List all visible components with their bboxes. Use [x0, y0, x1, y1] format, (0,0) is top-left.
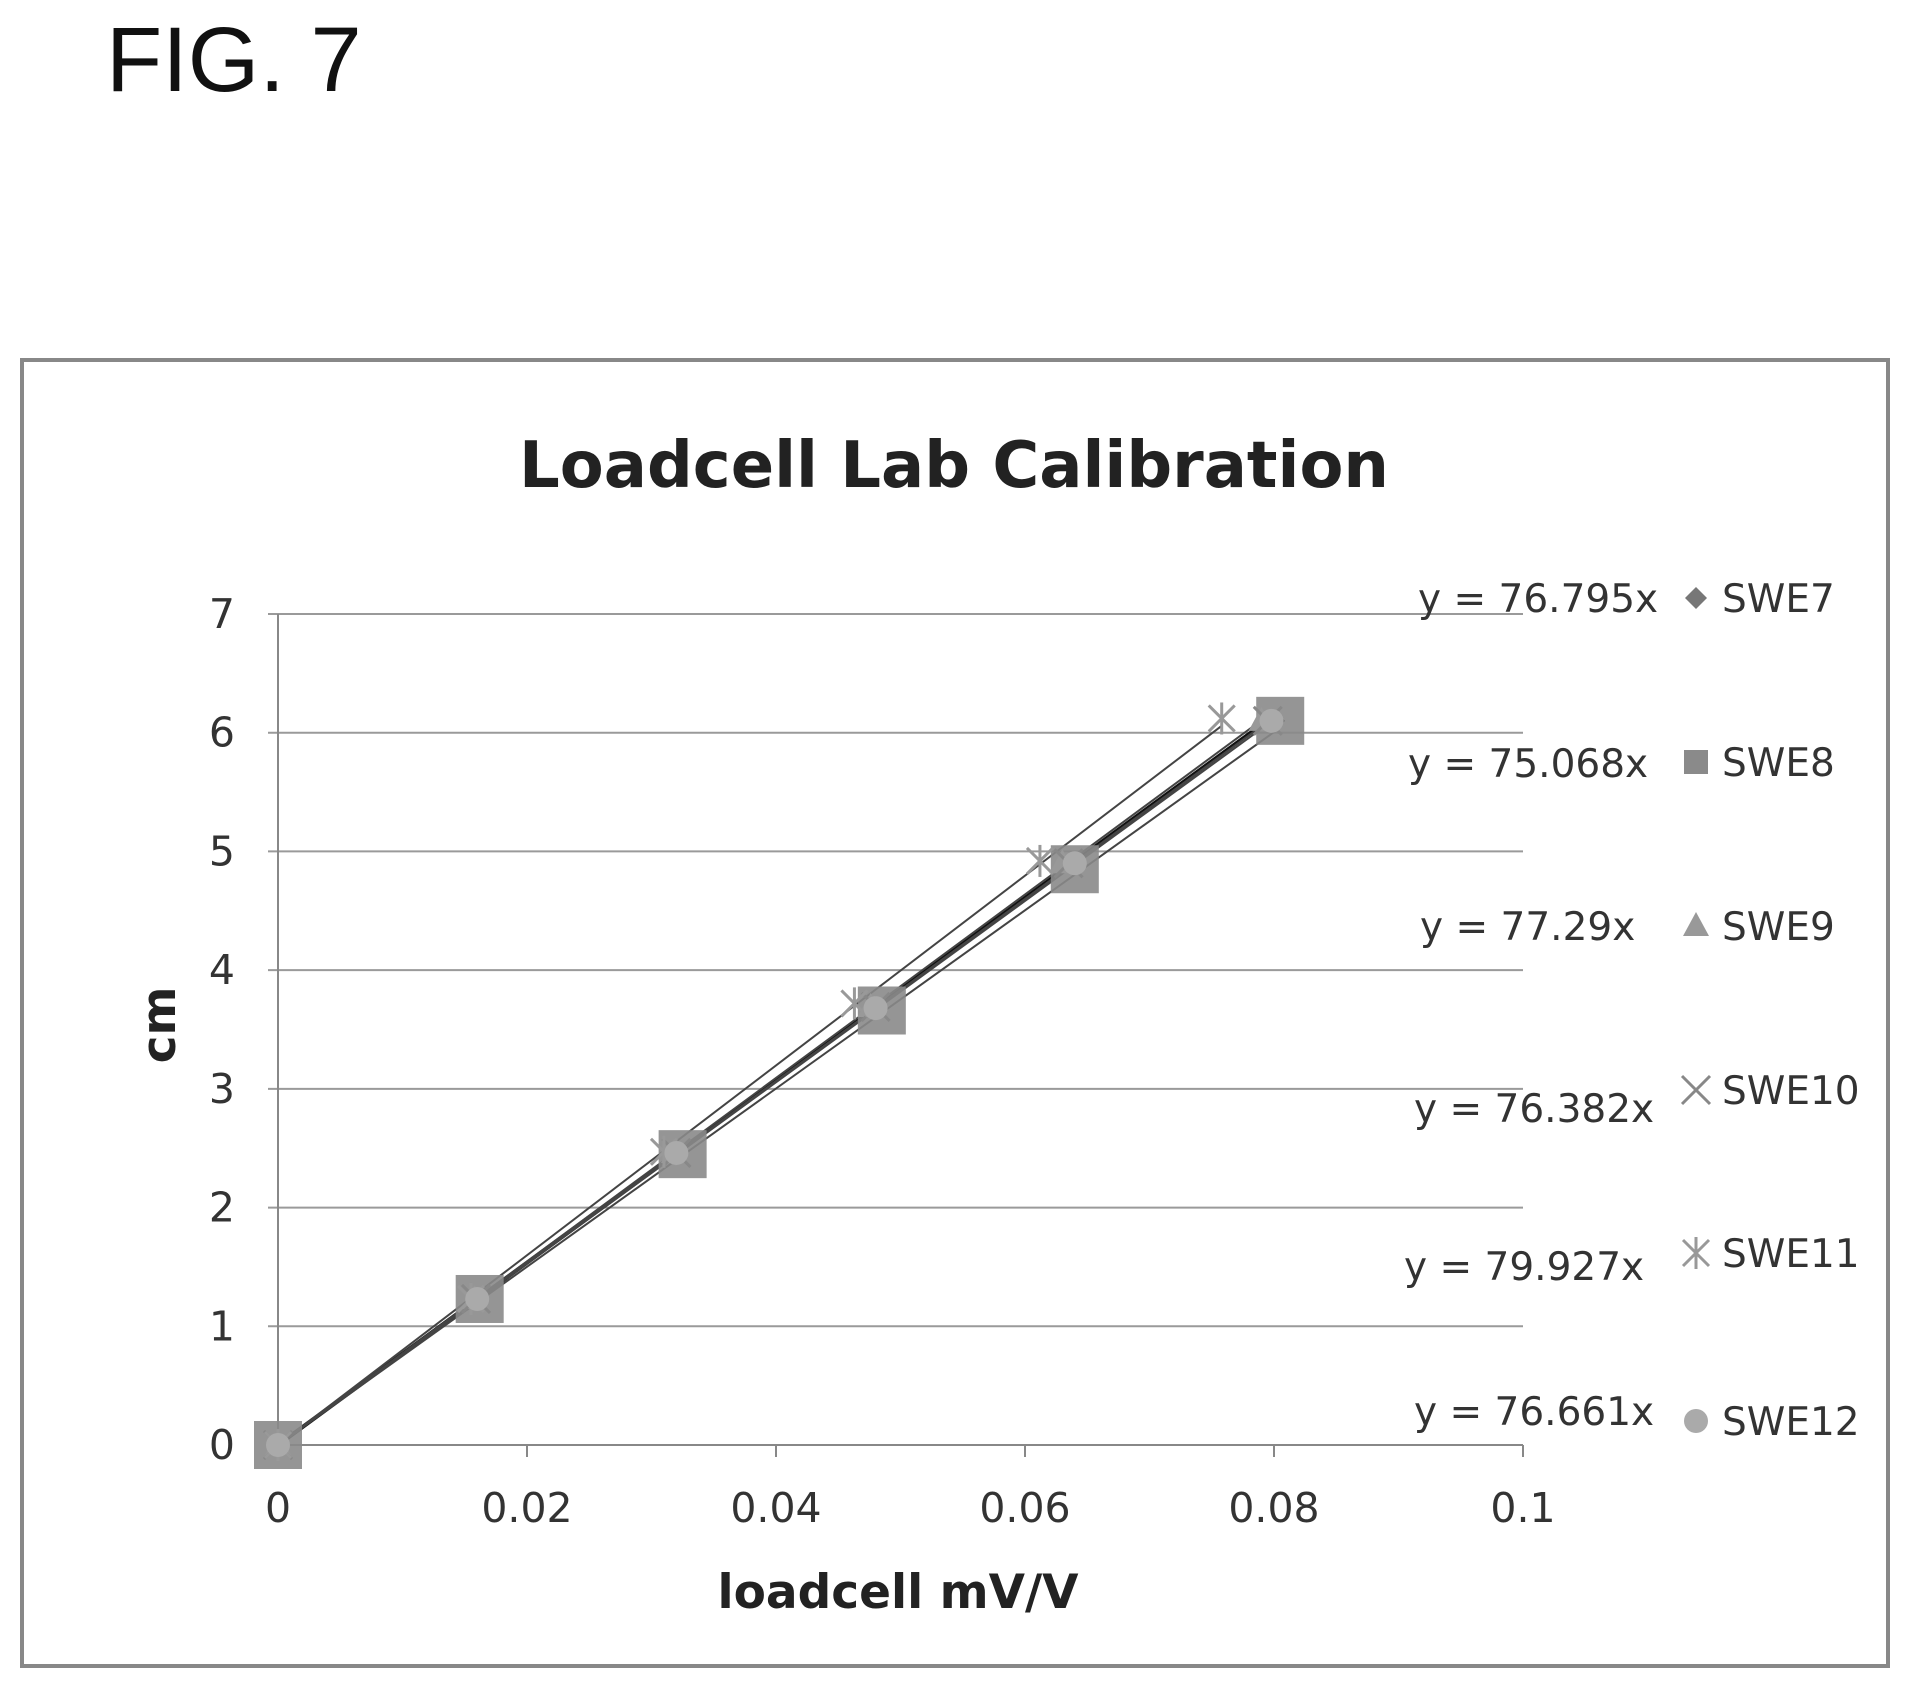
legend-label: SWE9 — [1722, 905, 1835, 950]
x-tick-label: 0.02 — [481, 1484, 572, 1532]
trendline-layer — [276, 714, 1281, 1447]
x-marker-stroke — [1680, 1074, 1712, 1106]
x-tick-label: 0.1 — [1490, 1484, 1555, 1532]
y-tick-label: 2 — [209, 1184, 235, 1232]
y-tick-label: 0 — [209, 1421, 235, 1469]
trendline-equation: y = 79.927x — [1404, 1245, 1644, 1290]
legend-label: SWE12 — [1722, 1400, 1860, 1445]
x-tick-label: 0.06 — [979, 1484, 1070, 1532]
trendline-equation: y = 76.382x — [1414, 1087, 1654, 1132]
trendline-equation: y = 75.068x — [1408, 742, 1648, 787]
x-tick-label: 0.04 — [730, 1484, 821, 1532]
legend-label: SWE8 — [1722, 741, 1835, 786]
trendline-swe8 — [277, 726, 1281, 1446]
trendline-equation: y = 76.795x — [1418, 577, 1658, 622]
legend-marker-swe12 — [1684, 1409, 1708, 1433]
legend-label: SWE7 — [1722, 577, 1835, 622]
legend-marker-swe11 — [1681, 1237, 1711, 1269]
y-tick-label: 6 — [209, 709, 235, 757]
x-axis-title: loadcell mV/V — [718, 1565, 1080, 1620]
legend-label: SWE10 — [1722, 1069, 1860, 1114]
y-tick-label: 5 — [209, 827, 235, 875]
data-point-layer — [254, 696, 1305, 1469]
chart-frame — [20, 358, 1890, 1668]
legend-label: SWE11 — [1722, 1232, 1860, 1277]
data-point-swe12 — [664, 1140, 689, 1165]
trendline-equation: y = 77.29x — [1420, 905, 1635, 950]
data-point-swe12 — [1062, 851, 1087, 876]
data-point-swe12 — [1259, 708, 1284, 733]
y-tick-label: 1 — [209, 1302, 235, 1350]
x-tick-label: 0.08 — [1228, 1484, 1319, 1532]
data-point-swe12 — [465, 1286, 490, 1311]
data-point-swe12 — [266, 1433, 290, 1457]
data-point-swe12 — [863, 996, 888, 1021]
trendline-swe12 — [277, 717, 1273, 1446]
axis-layer: 0 1 2 3 4 5 6 7 0 0.02 0.04 0.06 0.08 0.1 — [209, 590, 1556, 1532]
legend-marker-swe8 — [1684, 750, 1708, 774]
legend: y = 76.795x SWE7 y = 75.068x SWE8 y = 77.29x… — [1404, 577, 1860, 1445]
y-tick-label: 3 — [209, 1065, 235, 1113]
figure-label: FIG. 7 — [106, 9, 362, 111]
legend-marker-swe9 — [1683, 912, 1709, 936]
legend-marker-swe10 — [1680, 1074, 1712, 1106]
data-point-swe11 — [1025, 844, 1055, 877]
data-point-swe11 — [1207, 702, 1236, 735]
y-tick-label: 7 — [209, 590, 235, 638]
y-axis-title: cm — [132, 987, 187, 1064]
x-tick-label: 0 — [265, 1484, 291, 1532]
legend-marker-swe7 — [1685, 587, 1707, 609]
chart-title: Loadcell Lab Calibration — [519, 429, 1389, 503]
y-tick-label: 4 — [209, 946, 235, 994]
data-point-swe11 — [840, 987, 869, 1020]
trendline-equation: y = 76.661x — [1414, 1390, 1654, 1435]
